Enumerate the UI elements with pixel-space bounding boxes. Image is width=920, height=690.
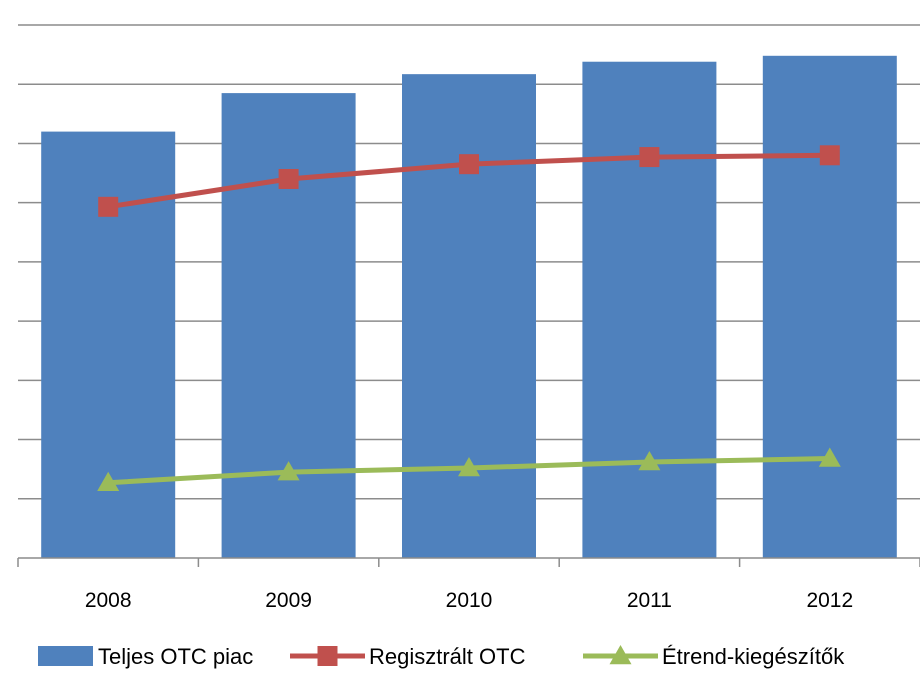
point-square-2008 [98,196,119,217]
legend-marker-triangle [609,645,632,665]
point-square-2010 [459,154,479,175]
legend-label: Étrend-kiegészítők [662,644,845,669]
legend-label: Regisztrált OTC [369,644,526,669]
x-tick-label: 2010 [446,589,493,612]
point-triangle-2009 [277,461,300,481]
x-tick-label: 2012 [806,589,853,612]
bar-2012 [762,55,897,558]
point-square-2012 [819,145,840,166]
x-tick-label: 2008 [85,589,132,612]
point-square-2009 [278,168,299,189]
point-triangle-2011 [638,451,661,471]
x-tick-label: 2009 [265,589,312,612]
legend: Teljes OTC piac Regisztrált OTC Étrend-kie… [38,644,845,669]
bar-2010 [402,74,536,558]
legend-label: Teljes OTC piac [98,644,253,669]
legend-marker-square [317,646,338,666]
x-tick-labels: 2008 2009 2010 2011 2012 [85,589,853,612]
x-axis [17,557,920,567]
bars [41,55,897,559]
legend-swatch [38,646,93,666]
point-triangle-2010 [458,456,480,477]
point-triangle-2012 [818,447,841,467]
bar-2009 [221,93,356,558]
x-tick-label: 2011 [627,589,672,612]
point-triangle-2008 [97,471,120,492]
point-square-2011 [639,147,660,168]
bar-2008 [41,131,176,558]
series-lines [97,145,841,492]
bar-2011 [582,61,717,559]
